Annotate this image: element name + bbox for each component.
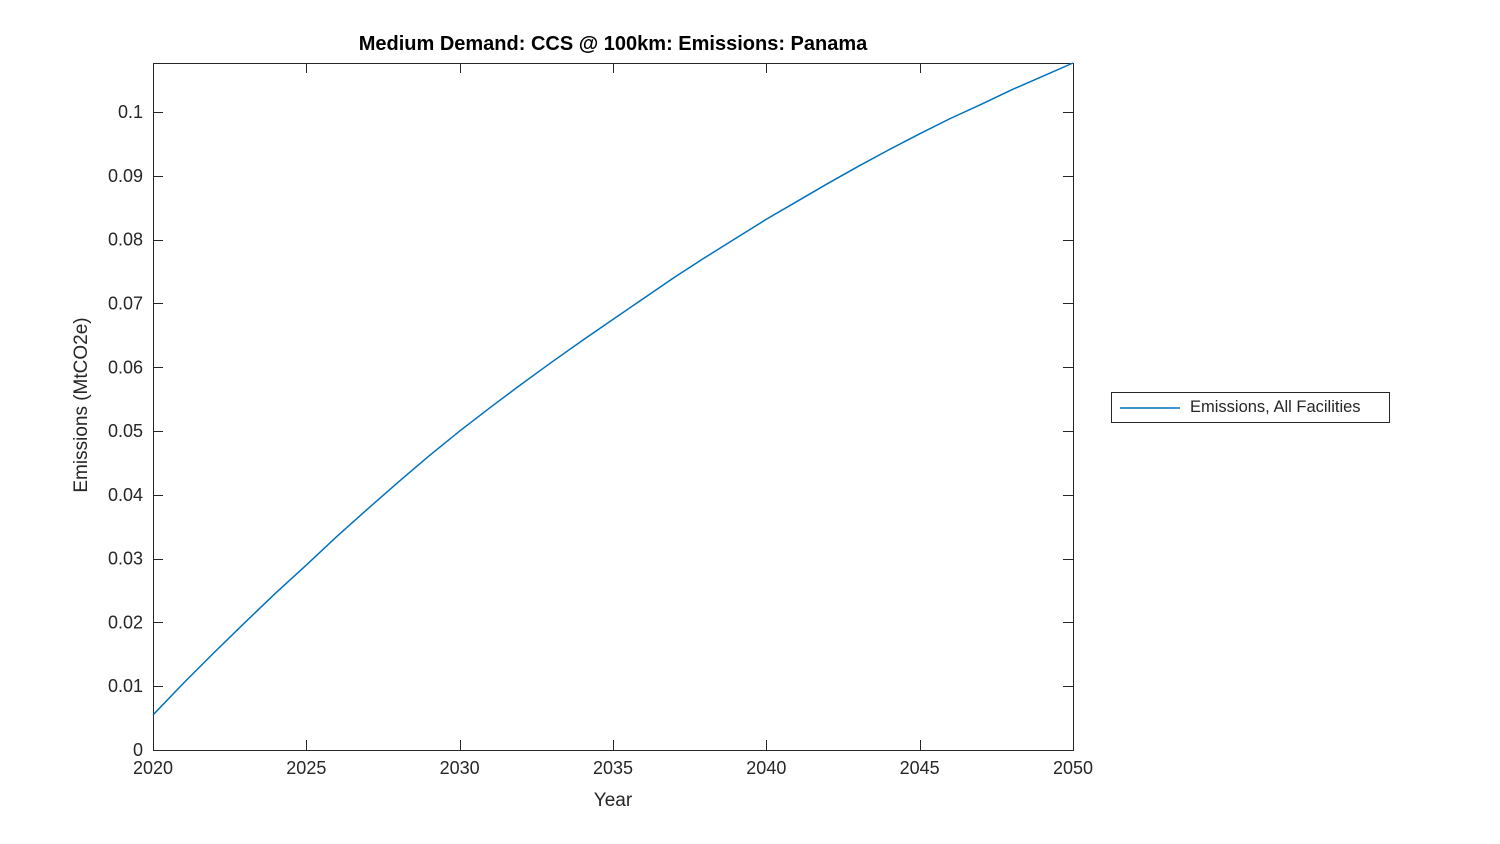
- x-axis-label: Year: [593, 790, 633, 811]
- emissions-line: [152, 62, 1074, 716]
- x-tick-label: 2045: [900, 758, 940, 778]
- y-tick-label: 0.04: [108, 485, 143, 505]
- y-tick-label: 0: [133, 740, 143, 760]
- y-tick-label: 0.07: [108, 293, 143, 313]
- x-tick-label: 2030: [440, 758, 480, 778]
- plot-border: [153, 63, 1074, 751]
- y-tick-label: 0.01: [108, 676, 143, 696]
- y-tick-label: 0.1: [118, 102, 143, 122]
- x-tick-label: 2020: [133, 758, 173, 778]
- x-tick-label: 2040: [746, 758, 786, 778]
- y-tick-label: 0.05: [108, 421, 143, 441]
- y-tick-label: 0.03: [108, 549, 143, 569]
- chart-title: Medium Demand: CCS @ 100km: Emissions: P…: [358, 33, 868, 55]
- y-tick-label: 0.02: [108, 612, 143, 632]
- legend-label: Emissions, All Facilities: [1190, 398, 1361, 416]
- x-tick-label: 2050: [1053, 758, 1093, 778]
- y-tick-label: 0.08: [108, 230, 143, 250]
- x-tick-label: 2025: [286, 758, 326, 778]
- legend-line-sample: [1120, 406, 1180, 409]
- y-tick-label: 0.09: [108, 166, 143, 186]
- x-tick-label: 2035: [593, 758, 633, 778]
- legend: Emissions, All Facilities: [1111, 392, 1390, 423]
- y-tick-label: 0.06: [108, 357, 143, 377]
